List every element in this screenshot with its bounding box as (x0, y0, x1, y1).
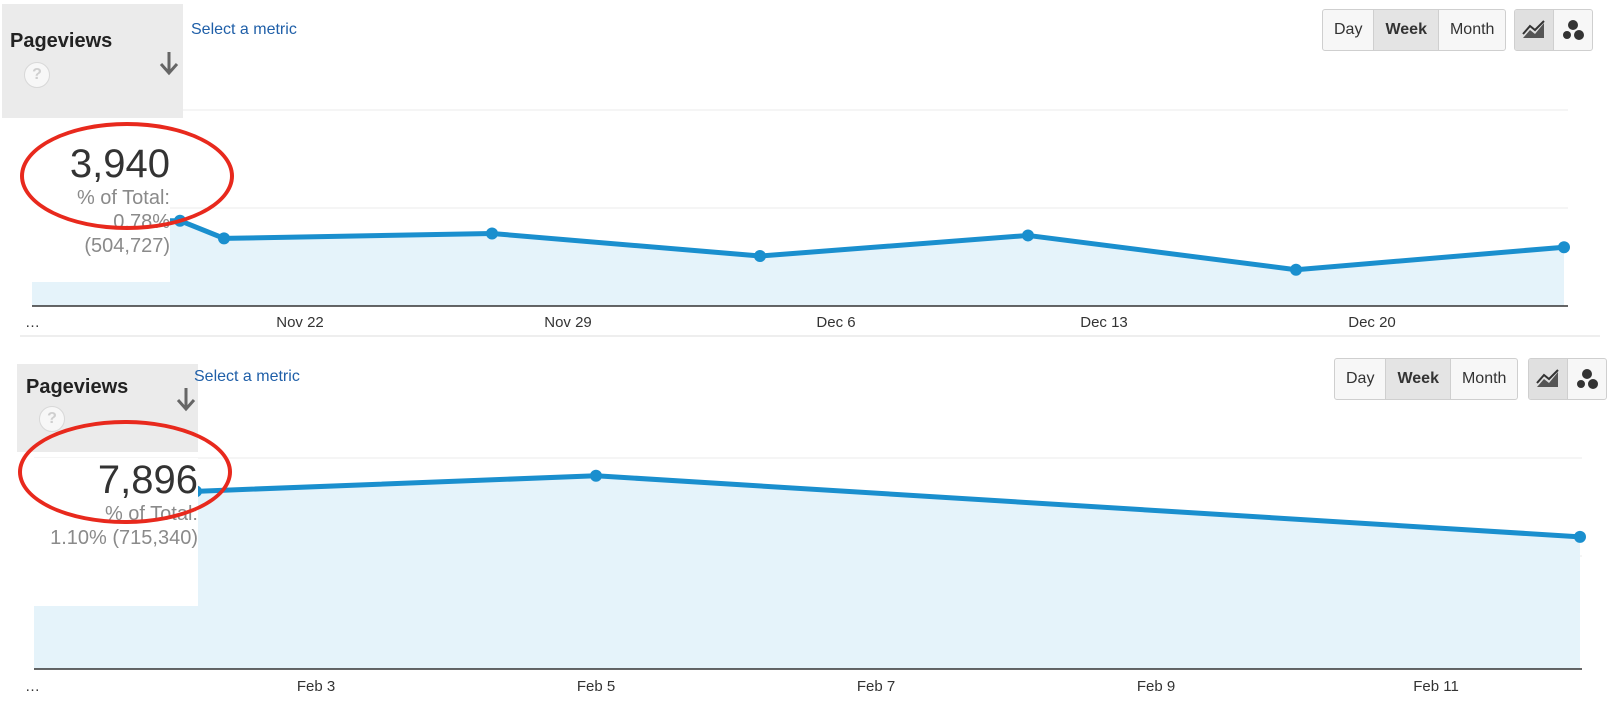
arrow-down-icon[interactable] (175, 386, 197, 412)
total-value: 3,940 (69, 142, 170, 186)
data-point[interactable] (590, 469, 602, 482)
data-point[interactable] (486, 227, 498, 240)
line-chart-2: Feb 3 Feb 5 Feb 7 Feb 9 Feb 11 … (25, 457, 1586, 695)
line-chart-1: Nov 22 Nov 29 Dec 6 Dec 13 Dec 20 … (20, 109, 1600, 337)
data-point[interactable] (1558, 241, 1570, 254)
overall-total: (504,727) (84, 235, 170, 257)
x-tick-label: Feb 5 (577, 678, 615, 695)
x-axis-ellipsis: … (25, 678, 40, 695)
metric-label: Pageviews (10, 30, 113, 52)
metric-total-summary: 3,940 % of Total: 0.78% (504,727) (32, 136, 170, 282)
arrow-down-icon[interactable] (158, 50, 180, 76)
metric-selector[interactable]: Pageviews ? (2, 4, 183, 118)
week-button[interactable]: Week (1374, 10, 1439, 50)
percent-of-total-value: 1.10% (715,340) (50, 527, 198, 549)
granularity-toggle: Day Week Month (1322, 9, 1507, 51)
help-icon[interactable]: ? (24, 62, 50, 88)
chart-panel-2: Feb 3 Feb 5 Feb 7 Feb 9 Feb 11 … Pageviews ?… (0, 358, 1620, 714)
x-axis-tick-labels: Feb 3 Feb 5 Feb 7 Feb 9 Feb 11 (297, 678, 1459, 695)
x-tick-label: Feb 3 (297, 678, 335, 695)
x-tick-label: Feb 7 (857, 678, 895, 695)
x-tick-label: Dec 6 (816, 314, 855, 331)
x-tick-label: Nov 22 (276, 314, 324, 331)
chart-panel-1: Nov 22 Nov 29 Dec 6 Dec 13 Dec 20 … Pageview… (0, 0, 1620, 340)
line-chart-icon[interactable] (1515, 10, 1554, 50)
x-axis-ellipsis: … (25, 314, 40, 331)
area-fill (32, 220, 1564, 306)
month-button[interactable]: Month (1449, 21, 1495, 38)
chart-type-toggle (1514, 9, 1593, 51)
percent-of-total-label: % of Total: (76, 187, 170, 209)
data-point[interactable] (1022, 229, 1034, 242)
x-tick-label: Nov 29 (544, 314, 592, 331)
gridlines (32, 109, 1568, 209)
total-value: 7,896 (97, 458, 198, 502)
area-fill (34, 475, 1580, 669)
motion-chart-icon[interactable] (1554, 10, 1592, 50)
line-chart-icon[interactable] (1529, 359, 1568, 399)
metric-selector[interactable]: Pageviews ? (17, 364, 198, 452)
data-point[interactable] (754, 250, 766, 263)
select-metric-link[interactable]: Select a metric (191, 21, 297, 38)
day-button[interactable]: Day (1335, 359, 1387, 399)
help-icon[interactable]: ? (39, 406, 65, 432)
data-point[interactable] (218, 232, 230, 245)
day-button[interactable]: Day (1323, 10, 1375, 50)
percent-of-total-label: % of Total: (104, 503, 198, 525)
series-line (32, 218, 1565, 273)
week-button[interactable]: Week (1386, 359, 1451, 399)
x-tick-label: Feb 9 (1137, 678, 1175, 695)
metric-total-summary: 7,896 % of Total: 1.10% (715,340) (32, 458, 198, 606)
chart-type-toggle (1528, 358, 1607, 400)
percent-of-total-value: 0.78% (113, 211, 170, 233)
data-points (174, 214, 1570, 276)
x-tick-label: Feb 11 (1413, 678, 1459, 695)
data-point[interactable] (1574, 530, 1586, 543)
granularity-toggle: Day Week Month (1334, 358, 1519, 400)
select-metric-link[interactable]: Select a metric (194, 368, 300, 385)
metric-label: Pageviews (26, 376, 129, 398)
data-point[interactable] (1290, 263, 1302, 276)
month-button[interactable]: Month (1461, 370, 1507, 387)
x-axis-tick-labels: Nov 22 Nov 29 Dec 6 Dec 13 Dec 20 (276, 314, 1396, 331)
motion-chart-icon[interactable] (1568, 359, 1606, 399)
x-tick-label: Dec 13 (1080, 314, 1128, 331)
x-tick-label: Dec 20 (1348, 314, 1396, 331)
data-point[interactable] (174, 214, 186, 227)
